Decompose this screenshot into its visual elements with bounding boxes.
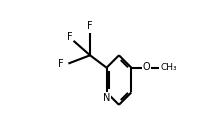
Text: F: F [87, 21, 93, 31]
Text: CH₃: CH₃ [160, 63, 177, 72]
Text: F: F [67, 32, 72, 42]
Text: O: O [143, 62, 151, 72]
Text: F: F [58, 59, 64, 69]
Text: N: N [103, 93, 110, 103]
